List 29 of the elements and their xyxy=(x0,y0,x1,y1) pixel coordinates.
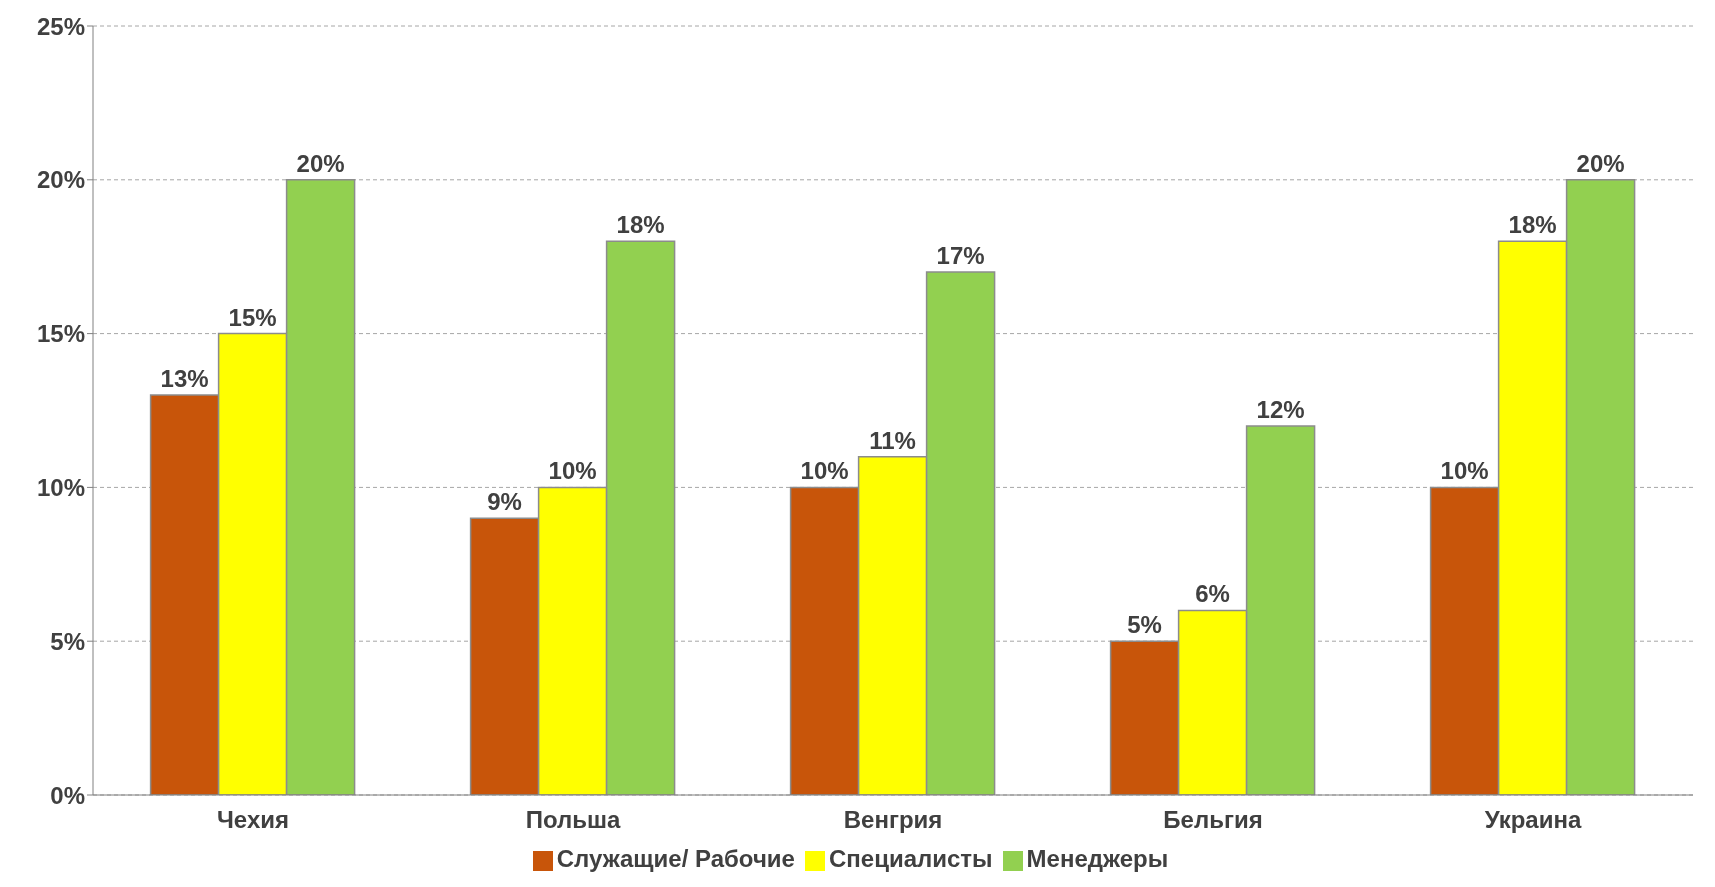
data-label: 5% xyxy=(1127,611,1162,639)
y-tick-label: 5% xyxy=(50,627,85,655)
data-label: 10% xyxy=(800,457,849,485)
x-tick-label: Венгрия xyxy=(843,806,943,834)
legend-label: Менеджеры xyxy=(1026,845,1169,872)
legend-label: Служащие/ Рабочие xyxy=(556,845,795,872)
x-tick-label: Чехия xyxy=(217,806,289,834)
data-label: 13% xyxy=(160,365,209,393)
data-label: 9% xyxy=(487,488,522,516)
legend-label: Специалисты xyxy=(828,845,993,872)
y-tick-label: 20% xyxy=(36,166,85,194)
data-label: 15% xyxy=(228,303,277,331)
data-label: 20% xyxy=(1576,149,1625,177)
y-tick-label: 15% xyxy=(36,320,85,348)
y-tick-label: 10% xyxy=(36,473,85,501)
data-label: 6% xyxy=(1195,580,1230,608)
y-tick-label: 0% xyxy=(50,781,85,809)
data-label: 17% xyxy=(936,242,985,270)
x-tick-label: Бельгия xyxy=(1163,806,1263,834)
data-label: 18% xyxy=(1508,211,1557,239)
y-tick-label: 25% xyxy=(36,12,85,40)
data-label: 10% xyxy=(548,457,597,485)
data-label: 20% xyxy=(296,149,345,177)
data-label: 12% xyxy=(1256,395,1305,423)
x-tick-label: Украина xyxy=(1484,806,1582,834)
data-label: 10% xyxy=(1440,457,1489,485)
x-tick-label: Польша xyxy=(525,806,621,834)
data-label: 11% xyxy=(869,426,916,454)
data-label: 18% xyxy=(616,211,665,239)
